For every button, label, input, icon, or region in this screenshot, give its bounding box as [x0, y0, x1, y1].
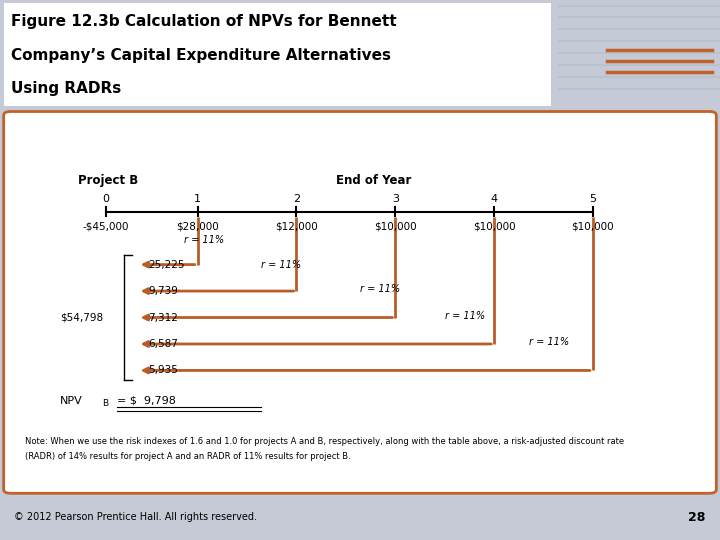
Text: 3: 3 [392, 194, 399, 204]
Text: 28: 28 [688, 510, 706, 524]
Text: B: B [102, 399, 109, 408]
Text: Project B: Project B [78, 174, 138, 187]
Text: r = 11%: r = 11% [445, 310, 485, 321]
Text: 0: 0 [102, 194, 109, 204]
Text: 4: 4 [490, 194, 498, 204]
Text: Company’s Capital Expenditure Alternatives: Company’s Capital Expenditure Alternativ… [11, 48, 391, 63]
Text: (RADR) of 14% results for project A and an RADR of 11% results for project B.: (RADR) of 14% results for project A and … [24, 451, 351, 461]
Text: Using RADRs: Using RADRs [11, 81, 121, 96]
Text: End of Year: End of Year [336, 174, 412, 187]
FancyBboxPatch shape [4, 3, 551, 106]
Text: r = 11%: r = 11% [184, 235, 224, 245]
Text: 6,587: 6,587 [148, 339, 178, 349]
Text: r = 11%: r = 11% [360, 284, 400, 294]
Text: $12,000: $12,000 [275, 221, 318, 231]
Text: 2: 2 [293, 194, 300, 204]
Text: 7,312: 7,312 [148, 313, 178, 322]
Text: 25,225: 25,225 [148, 260, 185, 269]
Text: $10,000: $10,000 [572, 221, 614, 231]
Text: Note: When we use the risk indexes of 1.6 and 1.0 for projects A and B, respecti: Note: When we use the risk indexes of 1.… [24, 436, 624, 446]
Text: $10,000: $10,000 [374, 221, 417, 231]
Text: 5,935: 5,935 [148, 366, 178, 375]
Text: r = 11%: r = 11% [529, 337, 570, 347]
FancyBboxPatch shape [4, 112, 716, 494]
Text: 9,739: 9,739 [148, 286, 178, 296]
Text: Figure 12.3b Calculation of NPVs for Bennett: Figure 12.3b Calculation of NPVs for Ben… [11, 15, 397, 29]
Text: $28,000: $28,000 [176, 221, 219, 231]
Text: © 2012 Pearson Prentice Hall. All rights reserved.: © 2012 Pearson Prentice Hall. All rights… [14, 512, 258, 522]
Text: $10,000: $10,000 [473, 221, 516, 231]
Text: NPV: NPV [60, 396, 83, 406]
Text: = $  9,798: = $ 9,798 [117, 396, 176, 406]
Text: $54,798: $54,798 [60, 313, 103, 322]
Text: 5: 5 [590, 194, 596, 204]
Text: 1: 1 [194, 194, 201, 204]
Text: -$45,000: -$45,000 [83, 221, 129, 231]
Text: r = 11%: r = 11% [261, 260, 302, 269]
